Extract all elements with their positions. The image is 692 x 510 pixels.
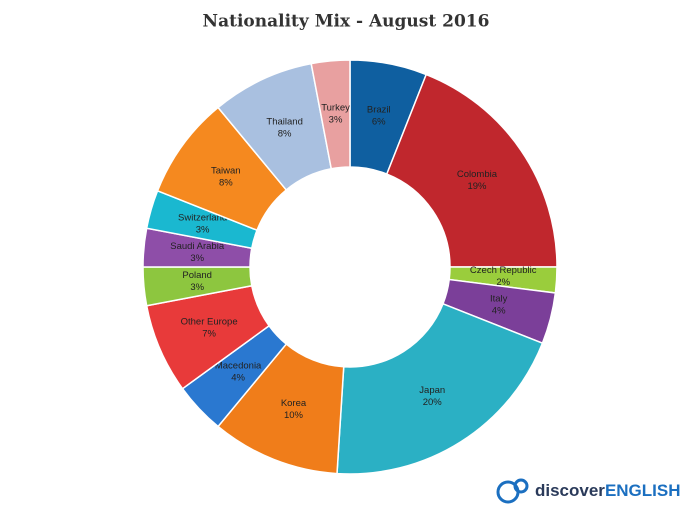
slice-label: Brazil [367, 105, 391, 116]
slice-value-label: 10% [284, 410, 304, 421]
slice [310, 59, 351, 170]
slice-value-label: 2% [496, 277, 510, 288]
slice-value-label: 3% [190, 282, 204, 293]
slice-label: Italy [490, 294, 508, 305]
logo: discoverENGLISH [496, 478, 681, 504]
chart-title: Nationality Mix - August 2016 [203, 12, 490, 32]
slice-value-label: 3% [329, 115, 343, 126]
slice-value-label: 6% [372, 117, 386, 128]
slice-label: Macedonia [215, 361, 262, 372]
logo-prefix: discover [535, 481, 605, 500]
slice-label: Poland [182, 270, 212, 281]
slice-value-label: 20% [423, 397, 443, 408]
slice-label: Korea [281, 398, 307, 409]
slice-label: Japan [419, 385, 445, 396]
slice-value-label: 3% [190, 253, 204, 264]
slice-label: Turkey [321, 103, 350, 114]
slice-value-label: 8% [219, 177, 233, 188]
slice [336, 302, 544, 475]
slice-value-label: 3% [196, 225, 210, 236]
slice-value-label: 7% [202, 328, 216, 339]
slice-value-label: 19% [467, 181, 487, 192]
logo-icon [513, 478, 529, 494]
slice-value-label: 4% [492, 306, 506, 317]
slice-label: Other Europe [181, 316, 238, 327]
slice [385, 73, 558, 268]
logo-text: discoverENGLISH [535, 481, 681, 500]
slice-label: Colombia [457, 169, 498, 180]
slice-label: Thailand [266, 117, 302, 128]
slice-label: Switzerland [178, 213, 227, 224]
slice-value-label: 8% [278, 129, 292, 140]
slice-label: Saudi Arabia [170, 241, 225, 252]
logo-suffix: ENGLISH [605, 481, 681, 500]
slice-value-label: 4% [231, 373, 245, 384]
slice-label: Taiwan [211, 165, 241, 176]
slice-label: Czech Republic [470, 265, 537, 276]
